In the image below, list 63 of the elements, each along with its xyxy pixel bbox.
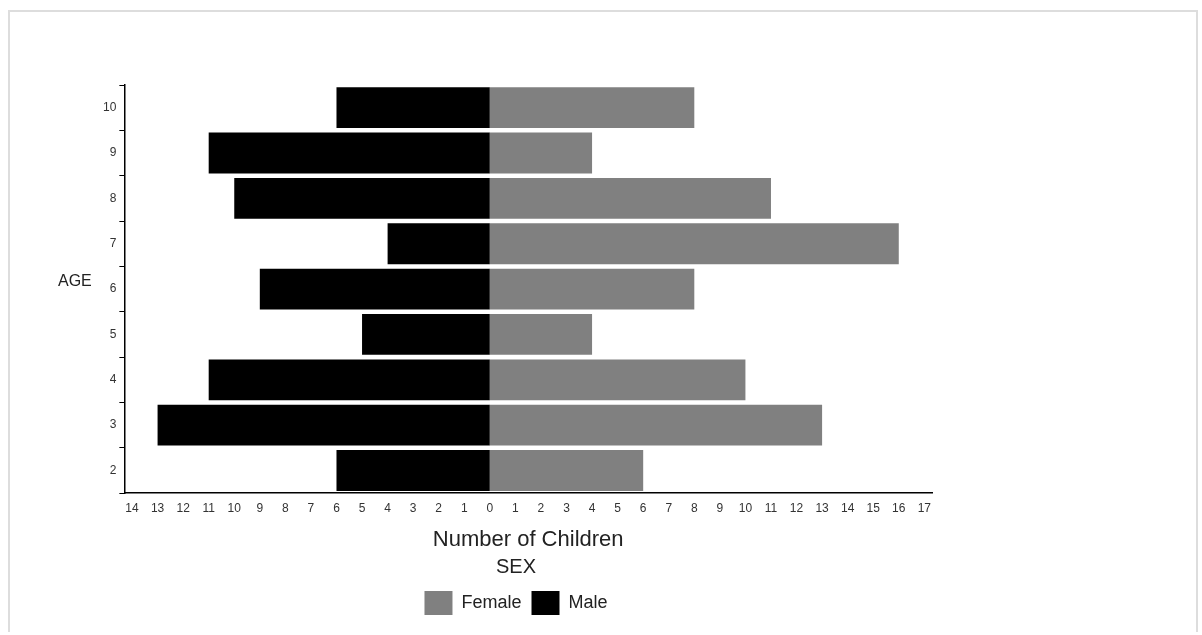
bar: [157, 404, 490, 446]
bar: [489, 314, 593, 355]
x-tick-label: 6: [639, 500, 647, 515]
x-tick-label: 13: [150, 500, 165, 515]
x-tick-label: 9: [716, 500, 724, 515]
bar: [259, 268, 490, 310]
y-axis-title: AGE: [58, 272, 92, 290]
y-tick-label: 7: [109, 236, 117, 251]
x-tick-label: 0: [486, 500, 494, 515]
y-tick-label: 10: [102, 99, 117, 114]
y-tick-label: 8: [109, 190, 117, 205]
x-tick-label: 10: [227, 500, 242, 515]
x-tick-label: 9: [256, 500, 264, 515]
x-axis-title: Number of Children: [432, 525, 624, 551]
bar: [234, 177, 490, 219]
legend-label: Male: [568, 591, 608, 612]
bar: [362, 314, 490, 355]
legend-title: SEX: [495, 554, 537, 577]
legend-label: Female: [461, 591, 522, 612]
x-tick-label: 14: [840, 500, 855, 515]
bar: [336, 87, 490, 129]
x-tick-label: 3: [563, 500, 571, 515]
y-tick-label: 4: [109, 372, 117, 387]
bar: [489, 268, 695, 310]
x-tick-label: 7: [307, 500, 315, 515]
x-tick-label: 5: [614, 500, 622, 515]
bar: [489, 450, 644, 491]
y-tick-label: 5: [109, 326, 117, 341]
bar: [208, 359, 490, 401]
x-tick-label: 3: [409, 500, 417, 515]
bar: [489, 359, 746, 401]
bar: [489, 132, 593, 174]
x-tick-label: 8: [282, 500, 290, 515]
bar: [489, 87, 695, 129]
y-tick-label: 2: [109, 462, 117, 477]
x-tick-label: 7: [665, 500, 673, 515]
bar: [489, 177, 771, 219]
bar: [387, 223, 490, 265]
x-tick-label: 12: [176, 500, 191, 515]
x-tick-label: 16: [892, 500, 906, 515]
y-tick-label: 6: [109, 281, 117, 296]
x-tick-label: 5: [358, 500, 366, 515]
x-tick-label: 4: [384, 500, 392, 515]
x-tick-label: 4: [588, 500, 596, 515]
x-tick-label: 12: [789, 500, 804, 515]
x-tick-label: 1: [460, 500, 468, 515]
x-tick-label: 11: [202, 500, 216, 515]
y-tick-label: 3: [109, 417, 117, 432]
x-tick-label: 10: [738, 500, 753, 515]
x-tick-label: 1: [512, 500, 520, 515]
x-tick-label: 17: [917, 500, 932, 515]
x-tick-label: 11: [764, 500, 778, 515]
y-tick-label: 9: [109, 145, 117, 160]
x-tick-label: 15: [866, 500, 881, 515]
bar: [208, 132, 490, 174]
bar: [489, 223, 899, 265]
x-tick-label: 2: [435, 500, 443, 515]
x-tick-label: 6: [333, 500, 341, 515]
x-tick-label: 2: [537, 500, 545, 515]
x-tick-label: 8: [690, 500, 698, 515]
x-tick-label: 13: [815, 500, 830, 515]
x-tick-label: 14: [125, 500, 140, 515]
bar: [489, 404, 823, 446]
